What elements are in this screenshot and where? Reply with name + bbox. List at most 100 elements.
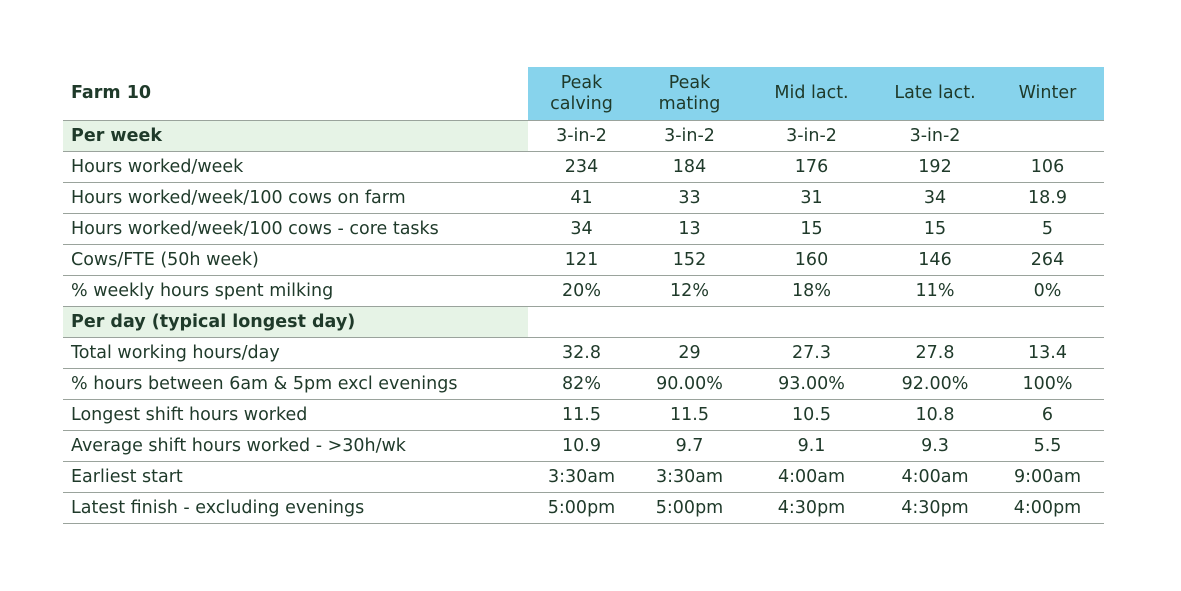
table-cell: 34: [528, 213, 635, 245]
table-cell: 13: [635, 213, 744, 245]
table-cell: 20%: [528, 275, 635, 307]
table-row: Hours worked/week/100 cows on farm 41 33 31…: [63, 182, 1104, 214]
table-cell: 18%: [744, 275, 879, 307]
table-row: % weekly hours spent milking 20% 12% 18% 11%…: [63, 275, 1104, 307]
column-header-text: Peak: [560, 72, 603, 93]
row-label: Total working hours/day: [63, 337, 528, 369]
table-cell: 152: [635, 244, 744, 276]
table-cell: 9.7: [635, 430, 744, 462]
table-row: % hours between 6am & 5pm excl evenings 8…: [63, 368, 1104, 400]
table-cell: 3:30am: [528, 461, 635, 493]
table-cell: 4:00pm: [991, 492, 1104, 524]
table-cell: 146: [879, 244, 991, 276]
table-cell: [635, 306, 744, 338]
table-body: Per week 3-in-2 3-in-2 3-in-2 3-in-2 Hours wo…: [63, 120, 1104, 524]
table-cell: 5: [991, 213, 1104, 245]
row-label: Latest finish - excluding evenings: [63, 492, 528, 524]
table-cell: 5.5: [991, 430, 1104, 462]
table-row: Total working hours/day 32.8 29 27.3 27.8 13.…: [63, 337, 1104, 369]
table-cell: 234: [528, 151, 635, 183]
column-header-text: Mid lact.: [774, 83, 849, 103]
column-header-text: Late lact.: [894, 83, 976, 103]
table-row: Hours worked/week 234 184 176 192 106: [63, 151, 1104, 183]
table-cell: 82%: [528, 368, 635, 400]
table-cell: 106: [991, 151, 1104, 183]
table-row: Longest shift hours worked 11.5 11.5 10.5 10…: [63, 399, 1104, 431]
row-label: Cows/FTE (50h week): [63, 244, 528, 276]
row-label: Earliest start: [63, 461, 528, 493]
table-cell: 3-in-2: [528, 120, 635, 152]
table-row: Hours worked/week/100 cows - core tasks 3…: [63, 213, 1104, 245]
column-header-late-lactation: Late lact.: [879, 67, 991, 121]
table-cell: 3:30am: [635, 461, 744, 493]
table-cell: 15: [879, 213, 991, 245]
column-header-text: calving: [550, 93, 613, 114]
table-cell: 3-in-2: [744, 120, 879, 152]
table-cell: 11%: [879, 275, 991, 307]
column-header-text: Winter: [1018, 83, 1077, 103]
table-cell: 10.8: [879, 399, 991, 431]
table-cell: 11.5: [635, 399, 744, 431]
table-cell: 10.5: [744, 399, 879, 431]
table-header-row: Farm 10 Peak calving Peak mating Mid lact.…: [63, 67, 1104, 121]
table-cell: 34: [879, 182, 991, 214]
table-cell: [879, 306, 991, 338]
table-cell: 5:00pm: [528, 492, 635, 524]
table-cell: 18.9: [991, 182, 1104, 214]
table-cell: 100%: [991, 368, 1104, 400]
table-cell: 92.00%: [879, 368, 991, 400]
table-cell: 121: [528, 244, 635, 276]
farm-data-table: Farm 10 Peak calving Peak mating Mid lact.…: [63, 67, 1104, 524]
table-cell: [528, 306, 635, 338]
table-cell: 9.3: [879, 430, 991, 462]
column-header-peak-calving: Peak calving: [528, 67, 635, 121]
row-label: % weekly hours spent milking: [63, 275, 528, 307]
table-cell: 192: [879, 151, 991, 183]
table-cell: 11.5: [528, 399, 635, 431]
section-label: Per day (typical longest day): [63, 306, 528, 338]
column-header-winter: Winter: [991, 67, 1104, 121]
row-label: Average shift hours worked - >30h/wk: [63, 430, 528, 462]
column-header-text: Peak: [668, 72, 711, 93]
table-cell: [991, 120, 1104, 152]
table-cell: 9:00am: [991, 461, 1104, 493]
section-row: Per day (typical longest day): [63, 306, 1104, 338]
table-cell: 33: [635, 182, 744, 214]
table-cell: 15: [744, 213, 879, 245]
table-cell: 41: [528, 182, 635, 214]
row-label: Hours worked/week/100 cows on farm: [63, 182, 528, 214]
table-cell: [744, 306, 879, 338]
row-label: % hours between 6am & 5pm excl evenings: [63, 368, 528, 400]
table-cell: 160: [744, 244, 879, 276]
table-cell: 93.00%: [744, 368, 879, 400]
table-cell: [991, 306, 1104, 338]
column-header-mid-lactation: Mid lact.: [744, 67, 879, 121]
table-cell: 4:30pm: [879, 492, 991, 524]
row-label: Hours worked/week: [63, 151, 528, 183]
table-cell: 27.8: [879, 337, 991, 369]
table-cell: 4:00am: [744, 461, 879, 493]
table-cell: 32.8: [528, 337, 635, 369]
table-cell: 4:00am: [879, 461, 991, 493]
row-label: Longest shift hours worked: [63, 399, 528, 431]
table-cell: 3-in-2: [635, 120, 744, 152]
row-label: Hours worked/week/100 cows - core tasks: [63, 213, 528, 245]
table-cell: 0%: [991, 275, 1104, 307]
section-label: Per week: [63, 120, 528, 152]
table-cell: 3-in-2: [879, 120, 991, 152]
table-cell: 176: [744, 151, 879, 183]
table-cell: 29: [635, 337, 744, 369]
table-cell: 12%: [635, 275, 744, 307]
table-cell: 184: [635, 151, 744, 183]
table-cell: 10.9: [528, 430, 635, 462]
table-cell: 31: [744, 182, 879, 214]
table-cell: 90.00%: [635, 368, 744, 400]
column-header-peak-mating: Peak mating: [635, 67, 744, 121]
table-row: Cows/FTE (50h week) 121 152 160 146 264: [63, 244, 1104, 276]
table-cell: 13.4: [991, 337, 1104, 369]
table-row: Earliest start 3:30am 3:30am 4:00am 4:00am 9:…: [63, 461, 1104, 493]
table-cell: 264: [991, 244, 1104, 276]
farm-title: Farm 10: [63, 67, 528, 121]
table-cell: 5:00pm: [635, 492, 744, 524]
table-cell: 9.1: [744, 430, 879, 462]
